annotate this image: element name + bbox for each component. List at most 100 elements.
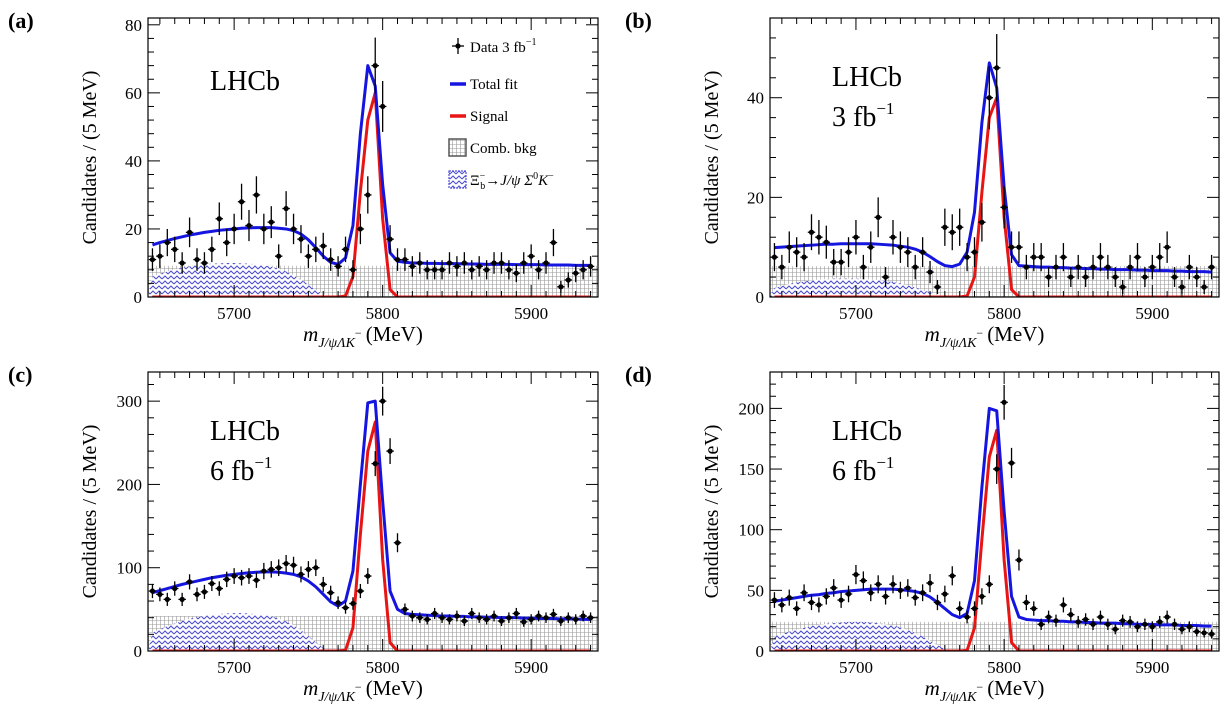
data-point [549,608,558,620]
data-point [341,601,350,614]
data-point [282,191,290,226]
panel-b: 5700 5800 5900 0 20 40 (b) Candidates / (5 MeV)… [625,8,1220,351]
data-point [557,280,565,293]
data-point [215,202,223,236]
data-point [178,592,186,606]
data-point [1022,594,1031,611]
data-points [770,384,1216,639]
data-point [792,601,801,616]
data-point [1022,254,1031,280]
data-point [1067,607,1075,622]
panel-label: (c) [8,362,32,387]
plot-area [148,386,598,651]
panel-label: (d) [625,362,652,387]
x-tick-label: 5900 [1135,304,1169,323]
data-point [778,597,786,613]
data-point [1052,614,1060,627]
data-point [881,267,890,288]
data-point [822,225,831,259]
data-point [497,616,506,627]
data-point [837,248,845,276]
data-point [564,272,573,288]
data-point [468,260,476,280]
data-point [874,575,882,594]
x-tick-label: 5800 [366,658,400,677]
data-point [490,610,498,622]
x-tick-label: 5700 [217,658,251,677]
svg-text:Total fit: Total fit [470,77,519,93]
data-point [926,260,934,284]
panel-label: (b) [625,8,652,33]
data-point [230,213,238,245]
data-point [401,248,409,271]
data-point [770,592,779,608]
data-point [527,614,535,625]
data-point [297,566,305,583]
data-point [334,596,342,610]
plot-area [770,384,1219,651]
data-point [304,561,313,578]
data-point [430,260,439,280]
data-point [1096,610,1105,624]
xi-bkg-area [770,621,1212,651]
data-point [401,603,409,616]
data-point [1207,254,1216,280]
data-point [505,612,513,623]
data-point [579,610,587,622]
y-tick-label: 200 [739,399,765,418]
data-point [1081,267,1090,288]
data-point [148,583,157,599]
x-tick-label: 5700 [839,658,873,677]
total-fit-curve [774,61,1212,274]
x-tick-label: 5900 [514,658,548,677]
data-point [349,597,357,610]
ticks [770,17,1219,298]
experiment-label: LHCb [832,416,902,447]
svg-text:Ξ−b→J/ψ Σ0K−: Ξ− b→J/ψ Σ0K− [470,171,554,192]
data-point [557,616,565,627]
data-point [171,581,179,596]
data-point [1059,597,1068,613]
y-tick-label: 80 [125,16,142,35]
data-point [549,228,558,257]
data-point [785,231,793,263]
data-point [185,217,194,248]
data-point [1141,618,1149,631]
data-point [1163,610,1171,624]
data-point [223,571,231,588]
data-point [371,37,379,94]
data-point [356,583,365,599]
data-point [326,248,335,271]
data-point [911,254,919,280]
data-point [1081,613,1090,626]
data-point [1007,231,1016,263]
data-point [326,585,335,600]
legend-signal: Signal [450,109,508,125]
y-tick-label: 0 [756,642,765,661]
data-point [1089,618,1097,631]
data-point [1030,601,1038,616]
data-point [1000,384,1008,420]
experiment-label: LHCb [832,62,902,93]
data-point [778,254,786,280]
data-point [208,576,216,592]
data-point [237,183,246,220]
y-axis-label: Candidates / (5 MeV) [79,71,101,245]
data-point [1000,186,1008,229]
data-point [1170,267,1179,288]
signal-curve [774,428,1212,651]
legend-total-fit: Total fit [450,77,519,93]
experiment-label: LHCb [210,66,280,97]
data-point [542,252,550,274]
data-point [312,559,320,577]
data-point [1096,243,1105,272]
data-point [245,568,253,584]
data-point [252,572,261,588]
luminosity-label: 6 fb−1 [210,453,272,487]
data-point [423,614,431,625]
data-point [948,566,956,586]
data-point [297,225,305,254]
data-point [1015,231,1023,263]
data-point [200,584,209,599]
